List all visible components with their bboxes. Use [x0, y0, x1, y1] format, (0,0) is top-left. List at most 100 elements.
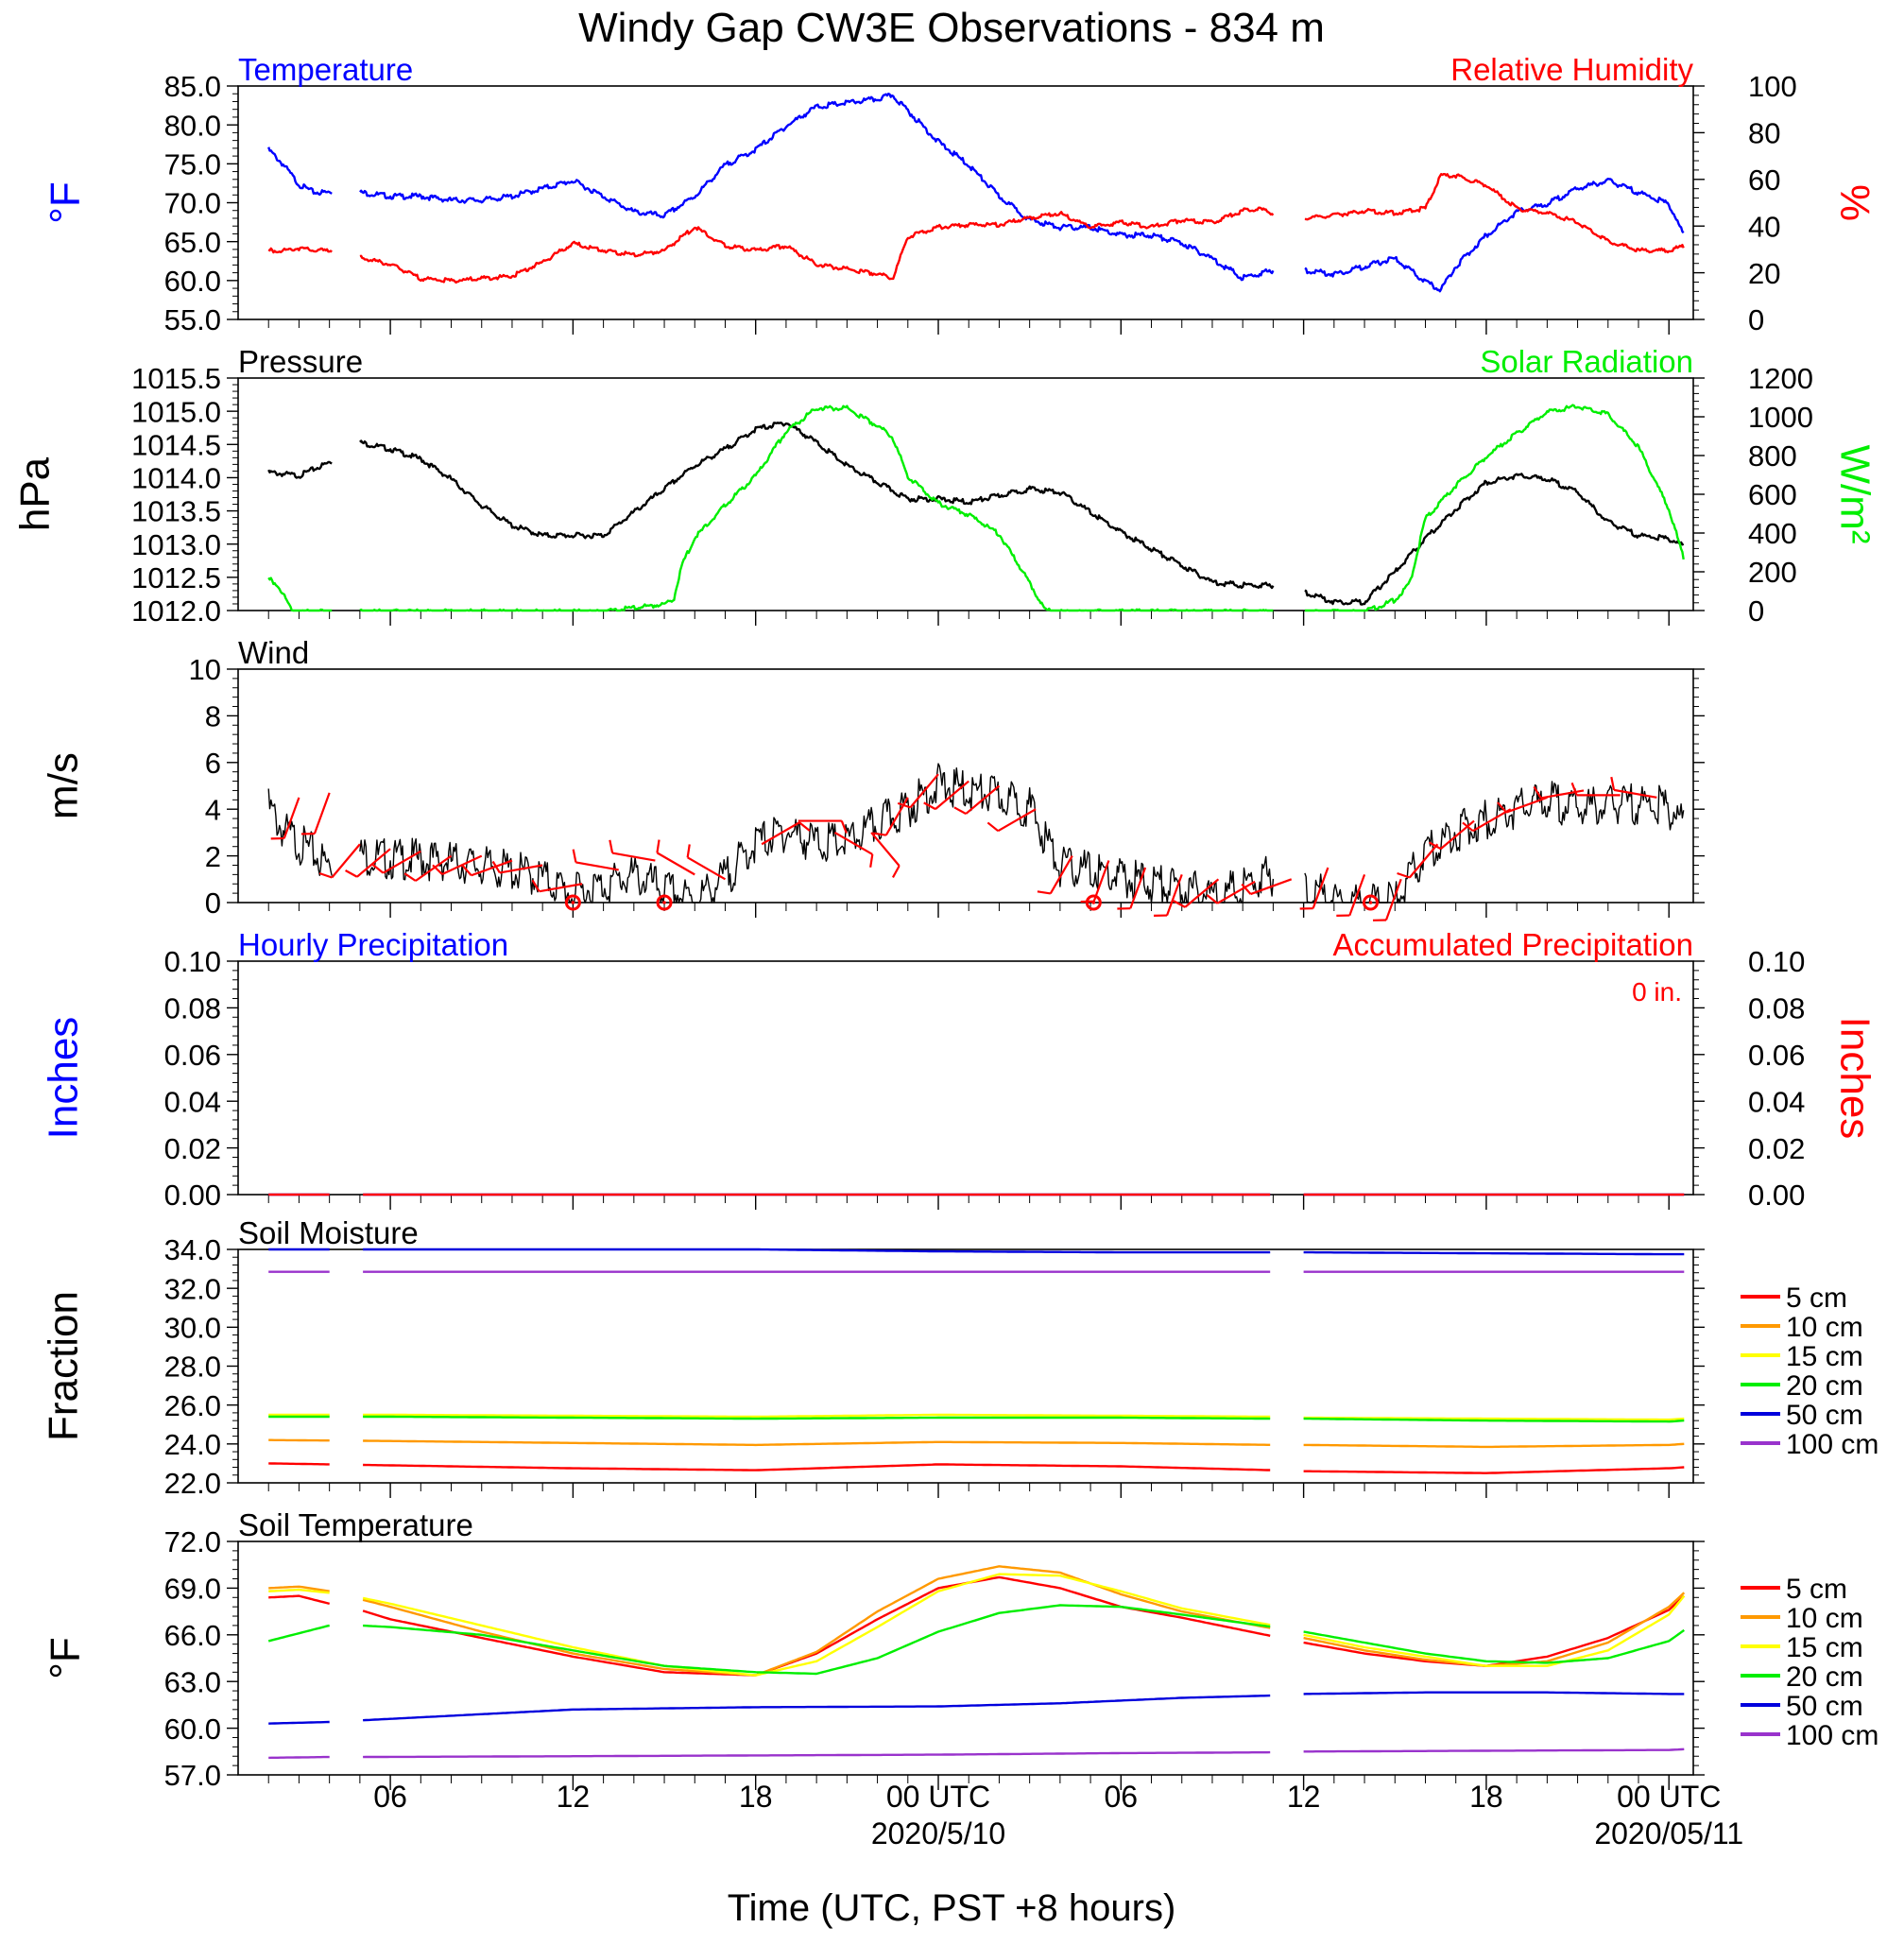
y-tick-label: 0.10 — [164, 945, 221, 978]
x-tick-label: 00 UTC — [1617, 1780, 1721, 1814]
series-line-10-cm — [268, 1438, 1685, 1449]
calm-wind-marker-dot — [1091, 901, 1096, 904]
wind-barb — [499, 864, 543, 874]
panel-2: 0 2 4 6 8 10 Wind m/s — [41, 635, 1705, 921]
x-tick-label: 18 — [739, 1780, 773, 1814]
panel-right-title: Relative Humidity — [1450, 52, 1693, 87]
y-right-tick-label: 800 — [1748, 439, 1797, 473]
y-right-tick-label: 1200 — [1748, 362, 1813, 395]
x-tick-label: 12 — [557, 1780, 591, 1814]
y-tick-label: 1014.0 — [131, 462, 221, 495]
panel-left-title: Pressure — [238, 344, 363, 379]
wind-barb-flag — [318, 871, 333, 879]
wind-barb — [356, 848, 391, 878]
y-right-tick-label: 60 — [1748, 164, 1780, 197]
wind-barb — [761, 821, 800, 846]
wind-barb-flag — [1497, 801, 1507, 814]
y-right-tick-label: 600 — [1748, 478, 1797, 511]
wind-barb — [575, 861, 619, 871]
series-line-pressure — [267, 422, 1685, 606]
y-right-tick-label: 20 — [1748, 257, 1780, 290]
y-tick-label: 69.0 — [164, 1573, 221, 1606]
series-line-15-cm — [268, 1413, 1685, 1421]
calm-wind-marker-dot — [571, 901, 575, 904]
wind-barb — [1129, 867, 1147, 909]
y-tick-label: 22.0 — [164, 1467, 221, 1500]
wind-barb — [1049, 855, 1073, 894]
wind-barb-flag — [953, 806, 967, 816]
wind-barb-flag — [986, 821, 999, 833]
series-line-50-cm — [268, 1248, 1685, 1256]
y-right-tick-label: 0.06 — [1748, 1039, 1805, 1072]
wind-barb-flag — [1206, 894, 1218, 904]
y-axis-label: m/s — [41, 752, 87, 819]
y-right-axis-label: % — [1831, 184, 1878, 221]
legend-label: 5 cm — [1786, 1574, 1847, 1605]
wind-barb — [1312, 867, 1329, 909]
wind-barb-flag — [531, 879, 540, 892]
y-right-axis-label: Inches — [1831, 1017, 1878, 1140]
series-line-solar-radiation — [267, 404, 1685, 612]
wind-barb — [997, 808, 1037, 833]
panel-right-title: Accumulated Precipitation — [1332, 927, 1693, 962]
wind-barb-flag — [656, 839, 660, 853]
x-date-label: 2020/5/10 — [871, 1816, 1005, 1850]
wind-barb — [1472, 808, 1512, 833]
wind-barb — [884, 797, 909, 836]
y-right-tick-label: 1000 — [1748, 401, 1813, 434]
y-tick-label: 0.02 — [164, 1132, 221, 1165]
legend-label: 100 cm — [1786, 1720, 1878, 1751]
series-line-5-cm — [268, 1462, 1685, 1474]
y-tick-label: 1014.5 — [131, 428, 221, 461]
y-tick-label: 63.0 — [164, 1665, 221, 1698]
plot-frame — [237, 668, 1694, 904]
y-tick-label: 1015.0 — [131, 395, 221, 428]
wind-barb-flag — [609, 839, 614, 853]
legend-label: 10 cm — [1786, 1312, 1863, 1343]
wind-barb — [1505, 796, 1548, 814]
y-tick-label: 70.0 — [164, 187, 221, 220]
y-tick-label: 32.0 — [164, 1272, 221, 1305]
series-line-temperature — [267, 93, 1685, 293]
wind-barb — [1613, 788, 1657, 799]
x-axis-label: Time (UTC, PST +8 hours) — [728, 1887, 1176, 1929]
panel-annotation: 0 in. — [1632, 977, 1682, 1007]
y-tick-label: 0.06 — [164, 1039, 221, 1072]
wind-barb — [1165, 873, 1183, 916]
legend-label: 5 cm — [1786, 1282, 1847, 1314]
legend-label: 20 cm — [1786, 1661, 1863, 1693]
wind-barb — [382, 850, 421, 874]
wind-barb-flag — [897, 801, 911, 809]
y-tick-label: 0.08 — [164, 992, 221, 1025]
series-line-15-cm — [268, 1573, 1686, 1677]
wind-barb — [441, 854, 483, 876]
wind-barb-flag — [686, 844, 691, 858]
wind-barb-flag — [923, 801, 936, 811]
y-tick-label: 72.0 — [164, 1525, 221, 1558]
y-tick-label: 1012.5 — [131, 561, 221, 594]
y-tick-label: 66.0 — [164, 1619, 221, 1652]
wind-barb — [1250, 878, 1293, 896]
wind-barb — [1540, 789, 1585, 800]
wind-barb — [1092, 860, 1110, 903]
y-tick-label: 75.0 — [164, 147, 221, 181]
wind-barb-flag — [1570, 782, 1578, 796]
wind-barb-flag — [869, 853, 874, 868]
wind-barb-flag — [840, 820, 848, 834]
y-tick-label: 4 — [205, 793, 221, 826]
wind-barb-flag — [403, 872, 417, 882]
legend-label: 10 cm — [1786, 1603, 1863, 1634]
wind-barb — [935, 780, 969, 810]
y-tick-label: 28.0 — [164, 1351, 221, 1384]
wind-barb — [870, 832, 901, 867]
y-tick-label: 6 — [205, 747, 221, 780]
plot-frame — [237, 1541, 1694, 1776]
wind-barb — [539, 883, 583, 893]
series-line-50-cm — [268, 1691, 1685, 1725]
x-tick-label: 12 — [1287, 1780, 1321, 1814]
wind-barb-flag — [371, 864, 385, 874]
wind-barb-flag — [1241, 883, 1252, 895]
panel-5: 57.0 60.0 63.0 66.0 69.0 72.0 Soil Temperature… — [43, 1507, 1879, 1792]
wind-barb-flag — [1428, 841, 1442, 851]
